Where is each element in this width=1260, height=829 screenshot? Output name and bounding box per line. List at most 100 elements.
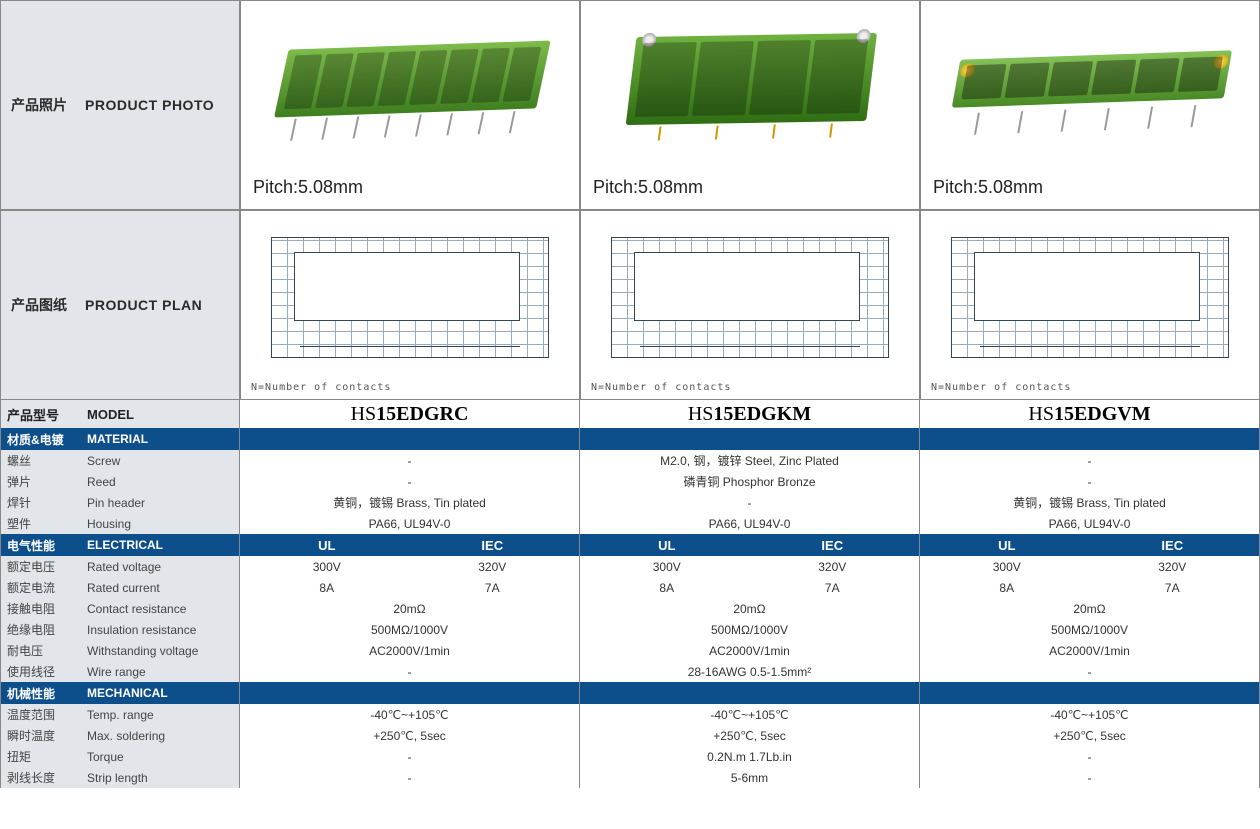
material-hdr-blank	[240, 428, 579, 450]
val-tr: -40℃~+105℃	[240, 704, 579, 725]
photo-cell-2: Pitch:5.08mm	[920, 0, 1260, 210]
val-wv: AC2000V/1min	[580, 640, 919, 661]
model-name: HS15EDGVM	[920, 400, 1259, 428]
val-tq: -	[920, 746, 1259, 767]
plan-drawing-0	[247, 217, 573, 378]
val-screw: M2.0, 钢，镀锌 Steel, Zinc Plated	[580, 450, 919, 471]
val-ms: +250℃, 5sec	[240, 725, 579, 746]
plan-drawing-2	[927, 217, 1253, 378]
val-sl: 5-6mm	[580, 767, 919, 788]
val-screw: -	[920, 450, 1259, 471]
elec-ul: UL	[924, 538, 1090, 553]
plan-cell-2: N=Number of contacts	[920, 210, 1260, 400]
val-wv: AC2000V/1min	[920, 640, 1259, 661]
photo-cell-0: Pitch:5.08mm	[240, 0, 580, 210]
pitch-0: Pitch:5.08mm	[245, 175, 575, 198]
product-col-0: HS15EDGRC - - 黄铜，镀锡 Brass, Tin plated PA…	[240, 400, 580, 788]
elec-ul: UL	[244, 538, 410, 553]
row-tr: 温度范围Temp. range	[1, 704, 239, 725]
mech-hdr-blank	[580, 682, 919, 704]
material-hdr-blank	[920, 428, 1259, 450]
val-ir: 500MΩ/1000V	[920, 619, 1259, 640]
row-wr: 使用线径Wire range	[1, 661, 239, 682]
elec-iec: IEC	[1090, 538, 1256, 553]
val-pin: 黄铜，镀锡 Brass, Tin plated	[240, 492, 579, 513]
val-wr: 28-16AWG 0.5-1.5mm²	[580, 661, 919, 682]
label-plan: 产品图纸 PRODUCT PLAN	[0, 210, 240, 400]
row-ms: 瞬时温度Max. soldering	[1, 725, 239, 746]
material-en: MATERIAL	[87, 432, 229, 446]
spec-block: 产品型号 MODEL 材质&电镀 MATERIAL 螺丝Screw 弹片Reed…	[0, 400, 1260, 788]
row-sl: 剥线长度Strip length	[1, 767, 239, 788]
val-rc: 8A7A	[580, 577, 919, 598]
label-photo: 产品照片 PRODUCT PHOTO	[0, 0, 240, 210]
row-rv: 额定电压Rated voltage	[1, 556, 239, 577]
row-material-hdr: 材质&电镀 MATERIAL	[1, 428, 239, 450]
plan-cell-1: N=Number of contacts	[580, 210, 920, 400]
row-electrical-hdr: 电气性能 ELECTRICAL	[1, 534, 239, 556]
val-tr: -40℃~+105℃	[920, 704, 1259, 725]
val-ms: +250℃, 5sec	[580, 725, 919, 746]
val-wv: AC2000V/1min	[240, 640, 579, 661]
val-pin: -	[580, 492, 919, 513]
elec-ul: UL	[584, 538, 750, 553]
elec-iec: IEC	[750, 538, 916, 553]
val-wr: -	[920, 661, 1259, 682]
elec-hdr: UL IEC	[580, 534, 919, 556]
val-tq: 0.2N.m 1.7Lb.in	[580, 746, 919, 767]
val-rc: 8A7A	[920, 577, 1259, 598]
product-col-1: HS15EDGKM M2.0, 钢，镀锌 Steel, Zinc Plated …	[580, 400, 920, 788]
val-ms: +250℃, 5sec	[920, 725, 1259, 746]
plan-note-0: N=Number of contacts	[247, 378, 573, 393]
label-photo-en: PRODUCT PHOTO	[85, 97, 214, 113]
model-name: HS15EDGRC	[240, 400, 579, 428]
plan-drawing-1	[587, 217, 913, 378]
val-rv: 300V320V	[240, 556, 579, 577]
val-sl: -	[920, 767, 1259, 788]
val-cr: 20mΩ	[240, 598, 579, 619]
val-rv: 300V320V	[920, 556, 1259, 577]
mech-hdr-blank	[240, 682, 579, 704]
val-tr: -40℃~+105℃	[580, 704, 919, 725]
row-pin: 焊针Pin header	[1, 492, 239, 513]
elec-iec: IEC	[410, 538, 576, 553]
row-screw: 螺丝Screw	[1, 450, 239, 471]
model-cn: 产品型号	[7, 405, 87, 424]
model-en: MODEL	[87, 407, 229, 422]
val-sl: -	[240, 767, 579, 788]
label-plan-en: PRODUCT PLAN	[85, 297, 202, 313]
photo-cell-1: Pitch:5.08mm	[580, 0, 920, 210]
plan-note-1: N=Number of contacts	[587, 378, 913, 393]
product-photo-1	[585, 5, 915, 175]
model-name: HS15EDGKM	[580, 400, 919, 428]
val-housing: PA66, UL94V-0	[580, 513, 919, 534]
row-mech-hdr: 机械性能 MECHANICAL	[1, 682, 239, 704]
pitch-1: Pitch:5.08mm	[585, 175, 915, 198]
product-col-2: HS15EDGVM - - 黄铜，镀锡 Brass, Tin plated PA…	[920, 400, 1260, 788]
row-rc: 额定电流Rated current	[1, 577, 239, 598]
val-ir: 500MΩ/1000V	[580, 619, 919, 640]
val-housing: PA66, UL94V-0	[920, 513, 1259, 534]
val-reed: 磷青铜 Phosphor Bronze	[580, 471, 919, 492]
val-pin: 黄铜，镀锡 Brass, Tin plated	[920, 492, 1259, 513]
pitch-2: Pitch:5.08mm	[925, 175, 1255, 198]
product-photo-0	[245, 5, 575, 175]
val-ir: 500MΩ/1000V	[240, 619, 579, 640]
val-screw: -	[240, 450, 579, 471]
row-ir: 绝缘电阻Insulation resistance	[1, 619, 239, 640]
elec-hdr: UL IEC	[240, 534, 579, 556]
plan-cell-0: N=Number of contacts	[240, 210, 580, 400]
product-photo-2	[925, 5, 1255, 175]
datasheet-grid: 产品照片 PRODUCT PHOTO Pitch:5.08mm Pitch:5.…	[0, 0, 1260, 788]
val-wr: -	[240, 661, 579, 682]
elec-hdr: UL IEC	[920, 534, 1259, 556]
val-rc: 8A7A	[240, 577, 579, 598]
row-wv: 耐电压Withstanding voltage	[1, 640, 239, 661]
row-reed: 弹片Reed	[1, 471, 239, 492]
material-cn: 材质&电镀	[7, 431, 87, 448]
label-photo-cn: 产品照片	[11, 95, 67, 115]
spec-label-column: 产品型号 MODEL 材质&电镀 MATERIAL 螺丝Screw 弹片Reed…	[0, 400, 240, 788]
row-housing: 塑件Housing	[1, 513, 239, 534]
val-cr: 20mΩ	[920, 598, 1259, 619]
val-tq: -	[240, 746, 579, 767]
